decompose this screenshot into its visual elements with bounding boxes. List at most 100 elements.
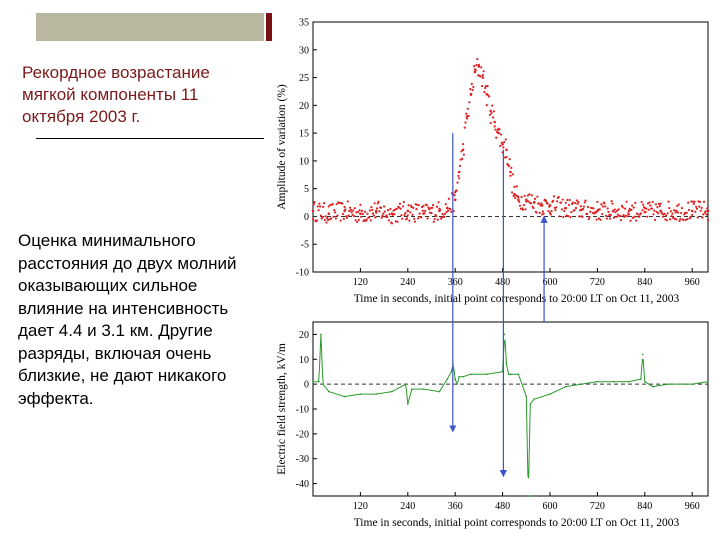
data-point (320, 333, 322, 336)
scatter-sample (458, 164, 462, 167)
scatter-sample (360, 209, 364, 213)
scatter-sample (358, 209, 361, 212)
scatter-sample (660, 210, 663, 214)
scatter-sample (403, 213, 406, 216)
data-point (640, 378, 642, 380)
scatter-sample (375, 211, 378, 214)
scatter-sample (346, 200, 349, 203)
scatter-sample (498, 128, 501, 131)
scatter-sample (413, 220, 417, 223)
scatter-sample (675, 218, 678, 221)
scatter-sample (322, 202, 326, 205)
scatter-sample (322, 205, 325, 208)
scatter-sample (674, 211, 677, 214)
scatter-sample (609, 213, 612, 216)
scatter-sample (524, 208, 527, 211)
scatter-sample (492, 110, 496, 113)
scatter-sample (695, 207, 699, 210)
scatter-sample (375, 207, 379, 210)
scatter-sample (446, 206, 449, 209)
scatter-sample (706, 218, 710, 221)
scatter-sample (421, 209, 424, 212)
scatter-sample (371, 212, 375, 215)
scatter-sample (671, 212, 674, 215)
scatter-sample (439, 208, 442, 211)
scatter-sample (621, 206, 624, 209)
scatter-sample (574, 201, 577, 205)
scatter-sample (338, 202, 341, 205)
scatter-sample (589, 210, 592, 213)
scatter-sample (604, 205, 607, 208)
scatter-sample (573, 209, 576, 212)
scatter-sample (461, 157, 464, 160)
scatter-sample (620, 219, 623, 222)
data-point (503, 333, 506, 336)
scatter-sample (475, 63, 478, 67)
x-tick-label: 960 (685, 277, 700, 288)
scatter-sample (612, 210, 615, 213)
scatter-sample (367, 216, 371, 219)
scatter-sample (655, 210, 658, 214)
scatter-sample (480, 66, 483, 69)
scatter-sample (514, 196, 517, 200)
scatter-sample (330, 217, 333, 220)
scatter-sample (485, 104, 488, 107)
data-point (438, 390, 441, 393)
scatter-sample (604, 214, 608, 217)
data-point (540, 204, 544, 207)
scatter-sample (480, 84, 484, 88)
scatter-sample (369, 219, 372, 222)
series-line (313, 334, 709, 480)
scatter-sample (504, 138, 507, 141)
data-point (691, 383, 693, 385)
connector-arrows (449, 133, 548, 478)
scatter-sample (522, 208, 525, 211)
data-point (485, 92, 489, 96)
scatter-sample (486, 84, 489, 88)
y-tick-label: 30 (299, 45, 309, 56)
scatter-sample (469, 88, 472, 91)
scatter-sample (409, 211, 412, 214)
scatter-sample (542, 212, 545, 215)
scatter-sample (316, 205, 319, 208)
y-tick-label: 5 (304, 184, 309, 195)
scatter-sample (465, 117, 469, 120)
scatter-sample (678, 219, 681, 222)
scatter-sample (353, 207, 356, 210)
scatter-sample (685, 211, 688, 214)
scatter-sample (658, 204, 661, 208)
scatter-sample (402, 200, 405, 204)
x-tick-label: 240 (400, 501, 415, 512)
scatter-sample (547, 210, 550, 213)
scatter-sample (615, 215, 618, 218)
data-point (359, 212, 362, 215)
x-tick-label: 240 (400, 277, 415, 288)
x-axis-label: Time in seconds, initial point correspon… (354, 293, 680, 305)
scatter-sample (387, 219, 390, 222)
scatter-sample (467, 114, 470, 117)
scatter-sample (350, 211, 353, 214)
scatter-sample (484, 85, 488, 88)
y-tick-label: -20 (296, 429, 309, 440)
scatter-sample (435, 215, 438, 218)
data-point (565, 385, 567, 388)
scatter-sample (552, 199, 555, 202)
scatter-sample (691, 200, 695, 203)
data-point (375, 393, 378, 395)
scatter-sample (548, 205, 551, 208)
x-tick-label: 960 (685, 501, 700, 512)
scatter-sample (347, 214, 350, 217)
scatter-sample (657, 212, 660, 215)
scatter-sample (568, 198, 571, 202)
scatter-sample (699, 209, 702, 212)
scatter-sample (377, 200, 380, 203)
scatter-sample (680, 206, 684, 210)
scatter-sample (433, 217, 436, 221)
scatter-sample (392, 209, 395, 212)
scatter-sample (700, 206, 703, 210)
scatter-sample (499, 144, 502, 147)
scatter-sample (331, 203, 334, 206)
data-point (450, 370, 453, 373)
scatter-sample (603, 202, 606, 205)
scatter-sample (349, 208, 353, 212)
